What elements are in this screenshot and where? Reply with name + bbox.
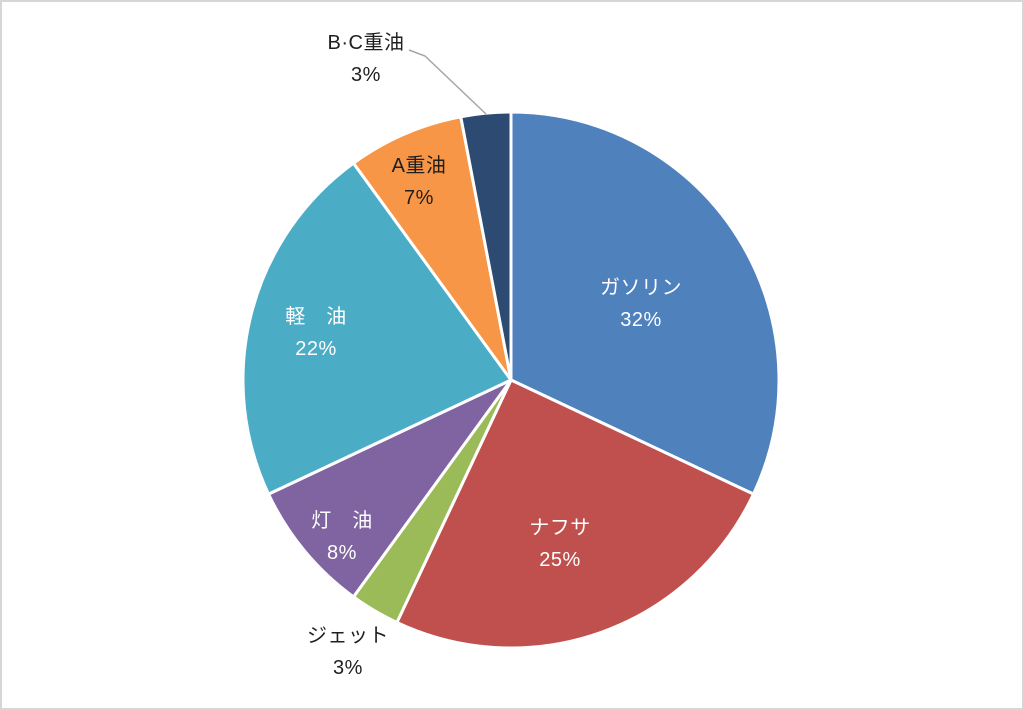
- pie-slice-6: [351, 115, 513, 382]
- pie-slice-4: [267, 378, 513, 599]
- pie-slice-1: [509, 110, 781, 496]
- pie-slice-2: [395, 378, 755, 650]
- pie-slice-5: [241, 161, 513, 496]
- leader-line-7: [408, 49, 487, 115]
